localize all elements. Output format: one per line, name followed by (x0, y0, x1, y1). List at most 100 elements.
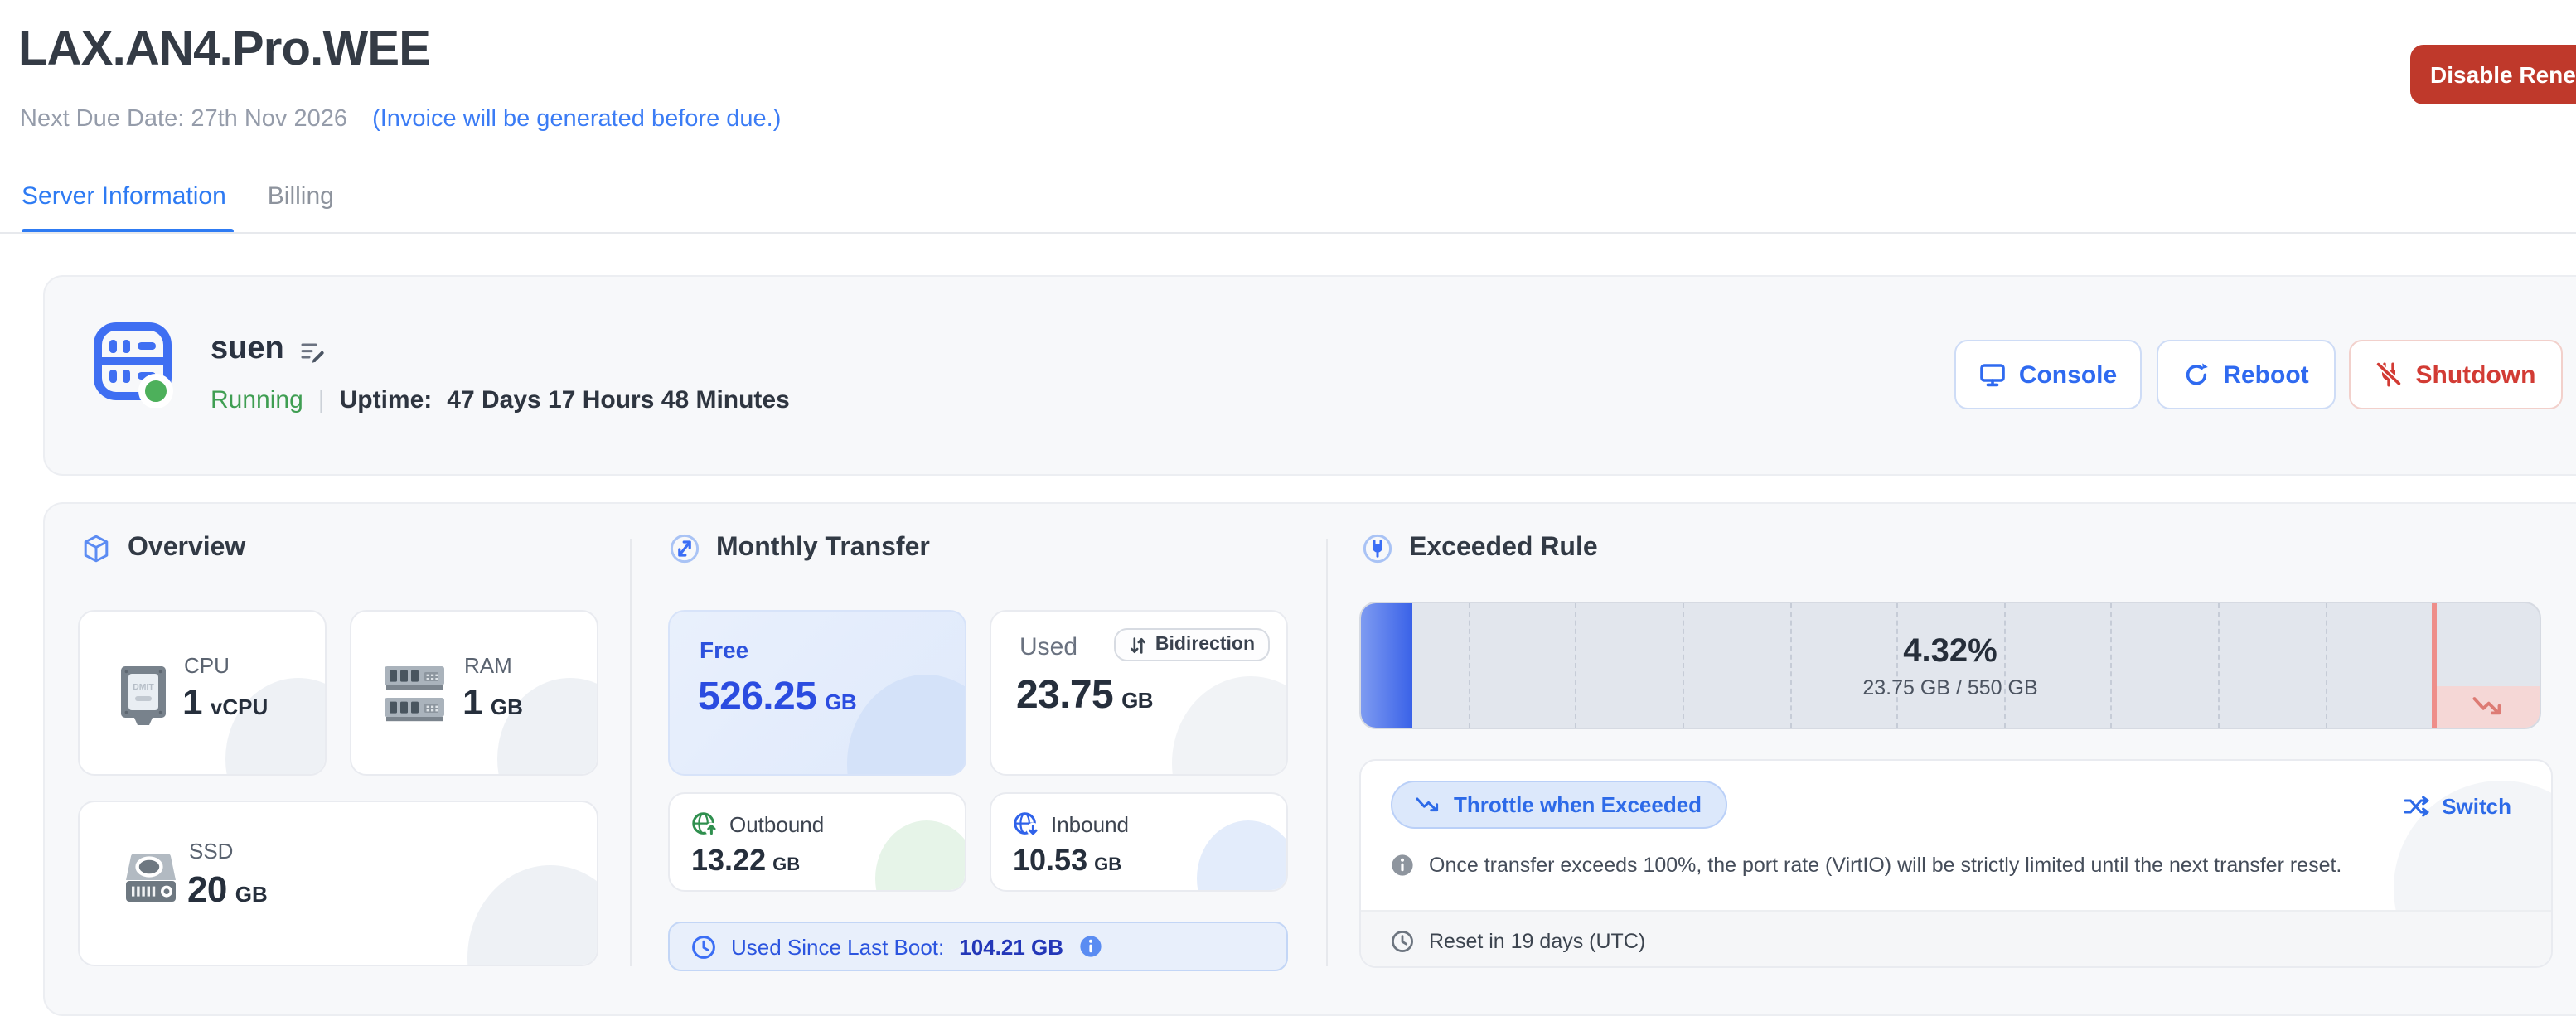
svg-text:DMIT: DMIT (133, 683, 154, 692)
ssd-label: SSD (189, 839, 234, 864)
server-status-row: Running | Uptime: 47 Days 17 Hours 48 Mi… (211, 386, 790, 414)
shuffle-icon (2404, 796, 2430, 817)
outbound-card: Outbound 13.22 GB (668, 792, 966, 892)
reboot-button[interactable]: Reboot (2157, 340, 2336, 409)
reset-row: Reset in 19 days (UTC) (1361, 910, 2551, 966)
active-tab-underline (22, 229, 234, 234)
throttle-note-row: Once transfer exceeds 100%, the port rat… (1391, 854, 2341, 877)
column-divider (1326, 539, 1328, 966)
used-value: 23.75 (1016, 673, 1114, 718)
console-button[interactable]: Console (1954, 340, 2142, 409)
outbound-label: Outbound (729, 811, 825, 836)
reboot-label: Reboot (2223, 360, 2309, 389)
decorative-circle (875, 820, 965, 890)
outbound-header: Outbound (691, 811, 824, 837)
throttle-zone (2437, 685, 2540, 728)
cpu-unit: vCPU (210, 694, 269, 719)
shutdown-plug-off-icon (2375, 361, 2403, 388)
limit-marker-line (2432, 603, 2438, 728)
free-label: Free (700, 636, 749, 663)
free-transfer-card: Free 526.25 GB (668, 610, 966, 776)
progress-text: 4.32% 23.75 GB / 550 GB (1361, 603, 2540, 728)
overview-title: Overview (128, 534, 246, 562)
status-separator: | (317, 386, 325, 414)
globe-down-icon (1013, 811, 1039, 837)
monthly-transfer-title: Monthly Transfer (716, 534, 930, 562)
ssd-unit: GB (235, 882, 268, 907)
ram-label: RAM (464, 653, 512, 678)
throttle-rule-pill: Throttle when Exceeded (1391, 781, 1727, 829)
decorative-circle (1197, 820, 1286, 890)
inbound-unit: GB (1094, 855, 1122, 875)
outbound-value: 13.22 (691, 844, 767, 877)
globe-up-icon (691, 811, 718, 837)
switch-rule-button[interactable]: Switch (2404, 794, 2511, 819)
used-value-row: 23.75 GB (1016, 673, 1154, 719)
next-due-date: 27th Nov 2026 (191, 106, 347, 133)
cpu-value: 1 (182, 681, 202, 723)
rename-server-icon[interactable] (301, 339, 326, 364)
trend-down-icon (1416, 796, 1441, 814)
disable-renew-label: Disable Renew (2430, 61, 2576, 88)
decorative-circle (467, 865, 597, 965)
cpu-card: DMIT CPU 1 vCPU (78, 610, 327, 776)
ram-card: RAM 1 GB (350, 610, 598, 776)
throttle-note: Once transfer exceeds 100%, the port rat… (1429, 854, 2342, 877)
ram-value-row: 1 GB (462, 681, 523, 724)
progress-usage: 23.75 GB / 550 GB (1862, 675, 2038, 699)
free-value: 526.25 (698, 675, 817, 719)
server-summary-panel (43, 275, 2576, 476)
plug-circle-icon (1363, 534, 1392, 564)
bidirection-arrows-icon (1129, 636, 1147, 654)
used-unit: GB (1121, 688, 1153, 713)
since-boot-label: Used Since Last Boot: (731, 934, 945, 959)
outbound-value-row: 13.22 GB (691, 844, 800, 878)
clock-icon (691, 934, 716, 959)
ssd-value: 20 (187, 869, 227, 910)
ram-value: 1 (462, 681, 482, 723)
info-icon[interactable] (1078, 935, 1102, 958)
cpu-label: CPU (184, 653, 230, 678)
disable-renew-button[interactable]: Disable Renew (2410, 45, 2576, 104)
cube-icon (81, 534, 111, 564)
console-label: Console (2018, 360, 2118, 389)
reset-label: Reset in 19 days (UTC) (1429, 929, 1646, 952)
inbound-value-row: 10.53 GB (1013, 844, 1121, 878)
info-icon-gray (1391, 854, 1414, 877)
monthly-transfer-section-header: Monthly Transfer (670, 534, 930, 564)
shutdown-label: Shutdown (2415, 360, 2536, 389)
outbound-unit: GB (772, 855, 801, 875)
cpu-value-row: 1 vCPU (182, 681, 268, 724)
exceeded-rule-section-header: Exceeded Rule (1363, 534, 1598, 564)
used-label: Used (1019, 633, 1078, 661)
reboot-icon (2183, 361, 2210, 388)
invoice-note: (Invoice will be generated before due.) (372, 106, 782, 133)
tab-billing[interactable]: Billing (267, 182, 334, 210)
free-unit: GB (825, 690, 857, 714)
switch-label: Switch (2442, 794, 2511, 819)
server-name: suen (211, 331, 284, 366)
shutdown-button[interactable]: Shutdown (2349, 340, 2563, 409)
exceeded-rule-card: Throttle when Exceeded Switch (1359, 759, 2553, 968)
uptime-value: 47 Days 17 Hours 48 Minutes (447, 386, 790, 414)
tab-bar: Server Information Billing (22, 182, 334, 210)
used-transfer-card: Used Bidirection 23.75 GB (990, 610, 1288, 776)
ssd-card: SSD 20 GB (78, 801, 598, 966)
inbound-label: Inbound (1051, 811, 1129, 836)
ssd-value-row: 20 GB (187, 869, 268, 912)
throttle-rule-label: Throttle when Exceeded (1454, 792, 1702, 817)
tab-server-information[interactable]: Server Information (22, 182, 226, 210)
transfer-progress-bar: 4.32% 23.75 GB / 550 GB (1359, 602, 2541, 729)
ram-icon (383, 665, 446, 724)
free-value-row: 526.25 GB (698, 675, 857, 721)
server-name-row: suen (211, 331, 326, 368)
tabs-divider (0, 232, 2576, 234)
decorative-circle (847, 675, 965, 774)
bidirection-badge: Bidirection (1113, 628, 1270, 661)
decorative-circle (1172, 676, 1286, 774)
used-since-boot-strip: Used Since Last Boot: 104.21 GB (668, 922, 1288, 971)
bidirection-label: Bidirection (1155, 635, 1255, 655)
column-divider (630, 539, 632, 966)
trend-down-icon (2472, 697, 2501, 715)
